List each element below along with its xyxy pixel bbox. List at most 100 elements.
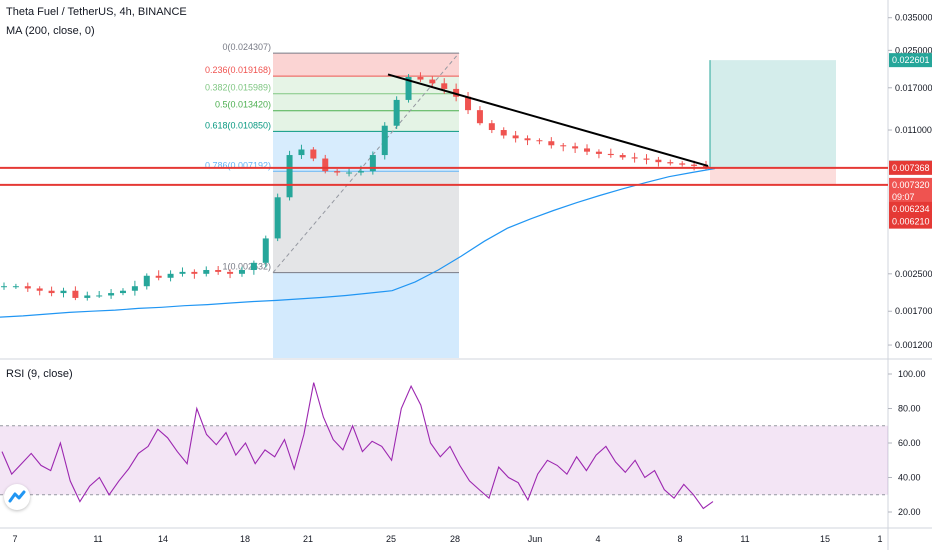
candle-body: [631, 157, 638, 159]
candle-body: [500, 130, 507, 136]
time-axis-label: 21: [303, 534, 313, 544]
fib-level-label: 0.5(0.013420): [215, 100, 271, 110]
candle-body: [441, 83, 448, 89]
price-tick-label: 0.001200: [895, 340, 932, 350]
fib-trend-line: [272, 52, 460, 273]
rsi-line: [1, 382, 714, 510]
price-tick-label: 0.011000: [895, 125, 932, 135]
price-badge-label: 0.007368: [892, 163, 930, 173]
candle-body: [476, 110, 483, 124]
candle-body: [286, 155, 293, 198]
candle-body: [369, 155, 376, 172]
fib-level-label: 0.618(0.010850): [205, 120, 271, 130]
price-badge-label: 0.022601: [892, 55, 930, 65]
candle-body: [322, 158, 329, 172]
fib-zone-786-1: [273, 171, 459, 273]
candle-body: [703, 165, 709, 168]
candle-body: [429, 79, 436, 84]
time-axis-label: 18: [240, 534, 250, 544]
candle-body: [572, 146, 579, 149]
candle-body: [393, 99, 400, 126]
candle-body: [274, 197, 281, 239]
rsi-band-fill: [0, 425, 888, 495]
candle-body: [536, 140, 543, 142]
price-badge: [889, 53, 932, 68]
time-axis-label: 11: [740, 534, 749, 544]
candle-body: [12, 286, 19, 288]
candle-body: [453, 88, 460, 97]
fib-level-label: 0(0.024307): [222, 42, 271, 52]
fib-level-label: 0.236(0.019168): [205, 65, 271, 75]
rsi-tick-label: 20.00: [898, 507, 921, 517]
candle-body: [72, 290, 79, 298]
time-axis-label: 14: [158, 534, 168, 544]
price-tick-label: 0.002500: [895, 269, 932, 279]
fib-zone-382-618: [273, 93, 459, 132]
tradingview-logo-icon[interactable]: [4, 484, 30, 510]
time-axis-label: 1: [877, 534, 882, 544]
candle-body: [679, 163, 686, 165]
time-axis-label: 11: [93, 534, 102, 544]
candle-body: [191, 271, 198, 274]
time-axis-label: 4: [595, 534, 600, 544]
time-axis-label: 15: [820, 534, 830, 544]
time-axis-label: 28: [450, 534, 460, 544]
candle-body: [238, 270, 245, 274]
candle-body: [60, 290, 67, 294]
candle-body: [560, 145, 567, 147]
price-badge: [889, 160, 932, 175]
fib-level-label: 0.786(0.007192): [205, 160, 271, 170]
candle-body: [250, 262, 257, 271]
candle-body: [405, 76, 412, 100]
candle-body: [607, 153, 614, 156]
candle-body: [298, 149, 305, 156]
time-axis-label: 8: [677, 534, 682, 544]
candle-body: [346, 172, 353, 174]
position-stop-zone: [710, 167, 836, 185]
price-badge: [889, 214, 932, 229]
candle-body: [227, 271, 234, 274]
rsi-tick-label: 100.00: [898, 369, 926, 379]
position-target-zone: [710, 60, 836, 168]
candle-body: [1, 286, 7, 288]
candle-body: [119, 290, 126, 294]
price-badge: [889, 177, 932, 192]
candle-body: [262, 238, 269, 263]
candle-body: [155, 275, 162, 278]
time-axis-label: 7: [12, 534, 17, 544]
rsi-tick-label: 40.00: [898, 473, 921, 483]
price-tick-label: 0.025000: [895, 45, 932, 55]
candle-body: [643, 158, 650, 160]
candle-body: [48, 290, 55, 294]
candle-body: [334, 171, 341, 173]
candle-body: [584, 148, 591, 152]
rsi-tick-label: 60.00: [898, 438, 921, 448]
ma200-line: [0, 167, 716, 318]
candle-body: [143, 275, 150, 287]
candle-body: [84, 295, 91, 298]
fib-zone-236-382: [273, 76, 459, 94]
price-badge-label: 0.006210: [892, 217, 930, 227]
candle-body: [381, 125, 388, 156]
ma-indicator-label: MA (200, close, 0): [6, 25, 95, 37]
fib-level-label: 0.382(0.015989): [205, 83, 271, 93]
price-tick-label: 0.035000: [895, 13, 932, 23]
time-axis-label: 25: [386, 534, 396, 544]
fib-extension-zone: [273, 272, 459, 358]
candle-body: [131, 286, 138, 291]
candle-body: [619, 155, 626, 158]
candle-body: [310, 149, 317, 159]
candle-body: [512, 135, 519, 139]
candle-body: [24, 286, 31, 289]
candle-body: [215, 270, 222, 272]
fib-zone-0-236: [273, 53, 459, 77]
candle-body: [203, 270, 210, 274]
candle-body: [655, 159, 662, 163]
price-badge-label: 0.006234: [892, 204, 930, 214]
price-tick-label: 0.017000: [895, 83, 932, 93]
rsi-indicator-label: RSI (9, close): [6, 368, 73, 380]
candle-body: [595, 151, 602, 154]
rsi-tick-label: 80.00: [898, 404, 921, 414]
fib-level-label: 1(0.002532): [222, 262, 271, 272]
